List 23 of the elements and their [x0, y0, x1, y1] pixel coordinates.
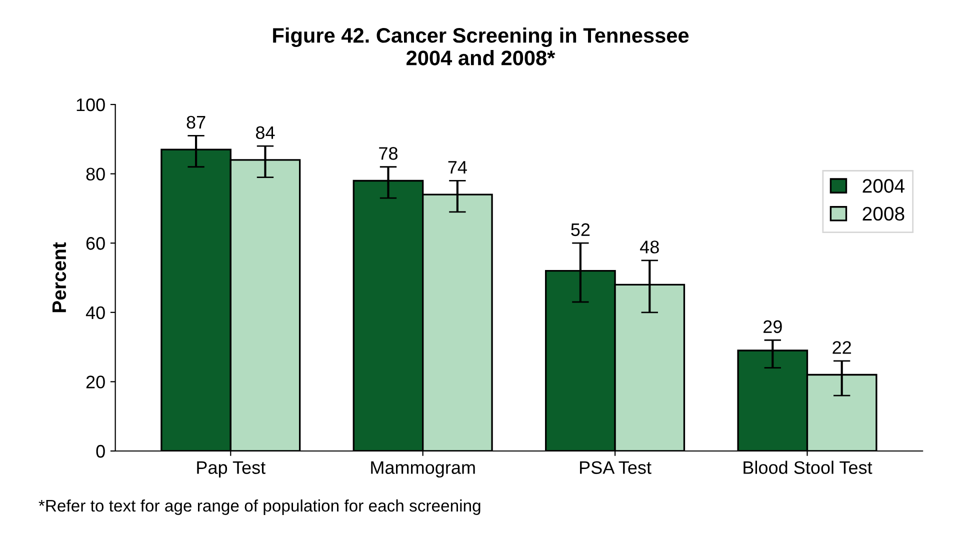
- data-label: 48: [640, 240, 659, 254]
- x-tick-label: Blood Stool Test: [744, 460, 872, 474]
- y-tick-label: 80: [86, 168, 105, 181]
- legend-label: 2008: [862, 206, 904, 221]
- x-tick-label: Pap Test: [197, 461, 266, 478]
- data-label: 78: [379, 147, 398, 160]
- x-tick-label: PSA Test: [580, 461, 652, 474]
- x-tick-label: Mammogram: [371, 461, 475, 478]
- y-tick-label: 0: [96, 444, 105, 458]
- text: *Refer to text for age range of population for each screening: [38, 499, 480, 515]
- data-label: 74: [448, 161, 467, 174]
- data-label: 22: [832, 341, 851, 354]
- y-tick-label: 20: [86, 376, 105, 388]
- data-label: 87: [186, 116, 206, 129]
- y-tick-label: 100: [76, 98, 105, 112]
- legend-label: 2004: [862, 179, 904, 193]
- data-label: 52: [571, 223, 590, 236]
- data-label: 29: [764, 320, 782, 334]
- y-tick-label: 60: [86, 237, 105, 250]
- chart-title: Figure 42. Cancer Screening in Tennessee 2004 and 2008*: [273, 28, 689, 66]
- data-label: 84: [256, 126, 275, 140]
- y-tick-label: 40: [86, 306, 105, 320]
- y-axis-title: Percent: [52, 242, 66, 312]
